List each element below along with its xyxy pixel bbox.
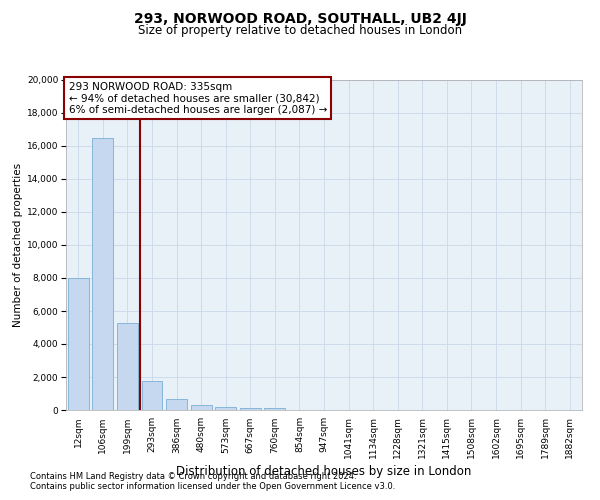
Bar: [92, 138, 113, 410]
Bar: [142, 381, 163, 410]
Bar: [215, 406, 236, 410]
Text: Size of property relative to detached houses in London: Size of property relative to detached ho…: [138, 24, 462, 37]
Bar: [68, 278, 89, 410]
Text: 293 NORWOOD ROAD: 335sqm
← 94% of detached houses are smaller (30,842)
6% of sem: 293 NORWOOD ROAD: 335sqm ← 94% of detach…: [68, 82, 327, 115]
Bar: [240, 408, 261, 410]
Text: Contains public sector information licensed under the Open Government Licence v3: Contains public sector information licen…: [30, 482, 395, 491]
Bar: [191, 405, 212, 410]
Text: 293, NORWOOD ROAD, SOUTHALL, UB2 4JJ: 293, NORWOOD ROAD, SOUTHALL, UB2 4JJ: [134, 12, 466, 26]
X-axis label: Distribution of detached houses by size in London: Distribution of detached houses by size …: [176, 466, 472, 478]
Bar: [166, 400, 187, 410]
Bar: [265, 408, 286, 410]
Bar: [117, 322, 138, 410]
Text: Contains HM Land Registry data © Crown copyright and database right 2024.: Contains HM Land Registry data © Crown c…: [30, 472, 356, 481]
Y-axis label: Number of detached properties: Number of detached properties: [13, 163, 23, 327]
